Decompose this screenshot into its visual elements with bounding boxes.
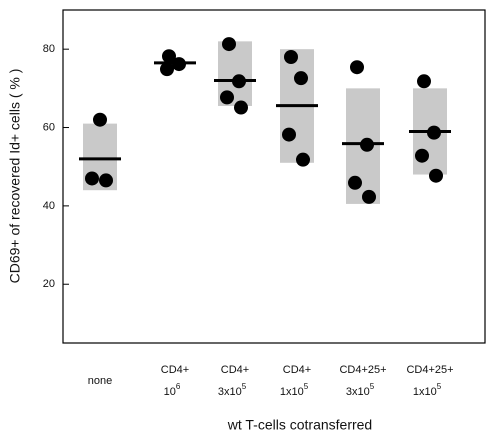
x-tick-label: none	[88, 375, 112, 387]
x-axis-label: wt T-cells cotransferred	[227, 417, 372, 433]
x-tick-label: 1x105	[413, 382, 442, 398]
data-point	[162, 49, 176, 64]
data-point	[234, 100, 248, 115]
x-tick-label-base: 1x10	[413, 386, 437, 398]
x-tick-label: 3x105	[218, 382, 247, 398]
x-tick-label-base: 10	[164, 386, 176, 398]
data-point	[294, 71, 308, 86]
data-point	[284, 50, 298, 65]
x-tick-label: CD4+	[283, 364, 311, 376]
x-tick-label: CD4+25+	[406, 364, 453, 376]
y-tick-label: 20	[43, 278, 55, 290]
data-point	[99, 173, 113, 188]
x-tick-label-exp: 5	[304, 382, 309, 391]
x-tick-label-base: 3x10	[346, 386, 370, 398]
x-tick-label-exp: 5	[242, 382, 247, 391]
data-point	[350, 60, 364, 75]
x-tick-label: 3x105	[346, 382, 375, 398]
data-point	[160, 62, 174, 77]
data-point	[362, 189, 376, 204]
y-tick-label: 40	[43, 200, 55, 212]
data-point	[417, 74, 431, 89]
x-tick-label-base: 1x10	[280, 386, 304, 398]
y-tick-label: 80	[43, 43, 55, 55]
x-tick-label-exp: 6	[176, 382, 181, 391]
plot-frame	[62, 9, 486, 344]
data-point	[429, 168, 443, 183]
x-tick-label: CD4+	[221, 364, 249, 376]
data-point	[220, 90, 234, 105]
data-point	[348, 175, 362, 190]
x-tick-label: 106	[164, 382, 181, 398]
x-tick-label: CD4+	[161, 364, 189, 376]
data-point	[85, 171, 99, 186]
y-axis-label: CD69+ of recovered Id+ cells ( % )	[7, 69, 23, 284]
x-tick-label: CD4+25+	[339, 364, 386, 376]
data-point	[296, 152, 310, 167]
x-tick-label-exp: 5	[437, 382, 442, 391]
data-point	[93, 112, 107, 127]
data-point	[282, 127, 296, 142]
data-point	[415, 148, 429, 163]
x-tick-label-base: 3x10	[218, 386, 242, 398]
x-tick-label: 1x105	[280, 382, 309, 398]
x-tick-label-exp: 5	[370, 382, 375, 391]
y-tick-label: 60	[43, 121, 55, 133]
data-point	[222, 37, 236, 52]
